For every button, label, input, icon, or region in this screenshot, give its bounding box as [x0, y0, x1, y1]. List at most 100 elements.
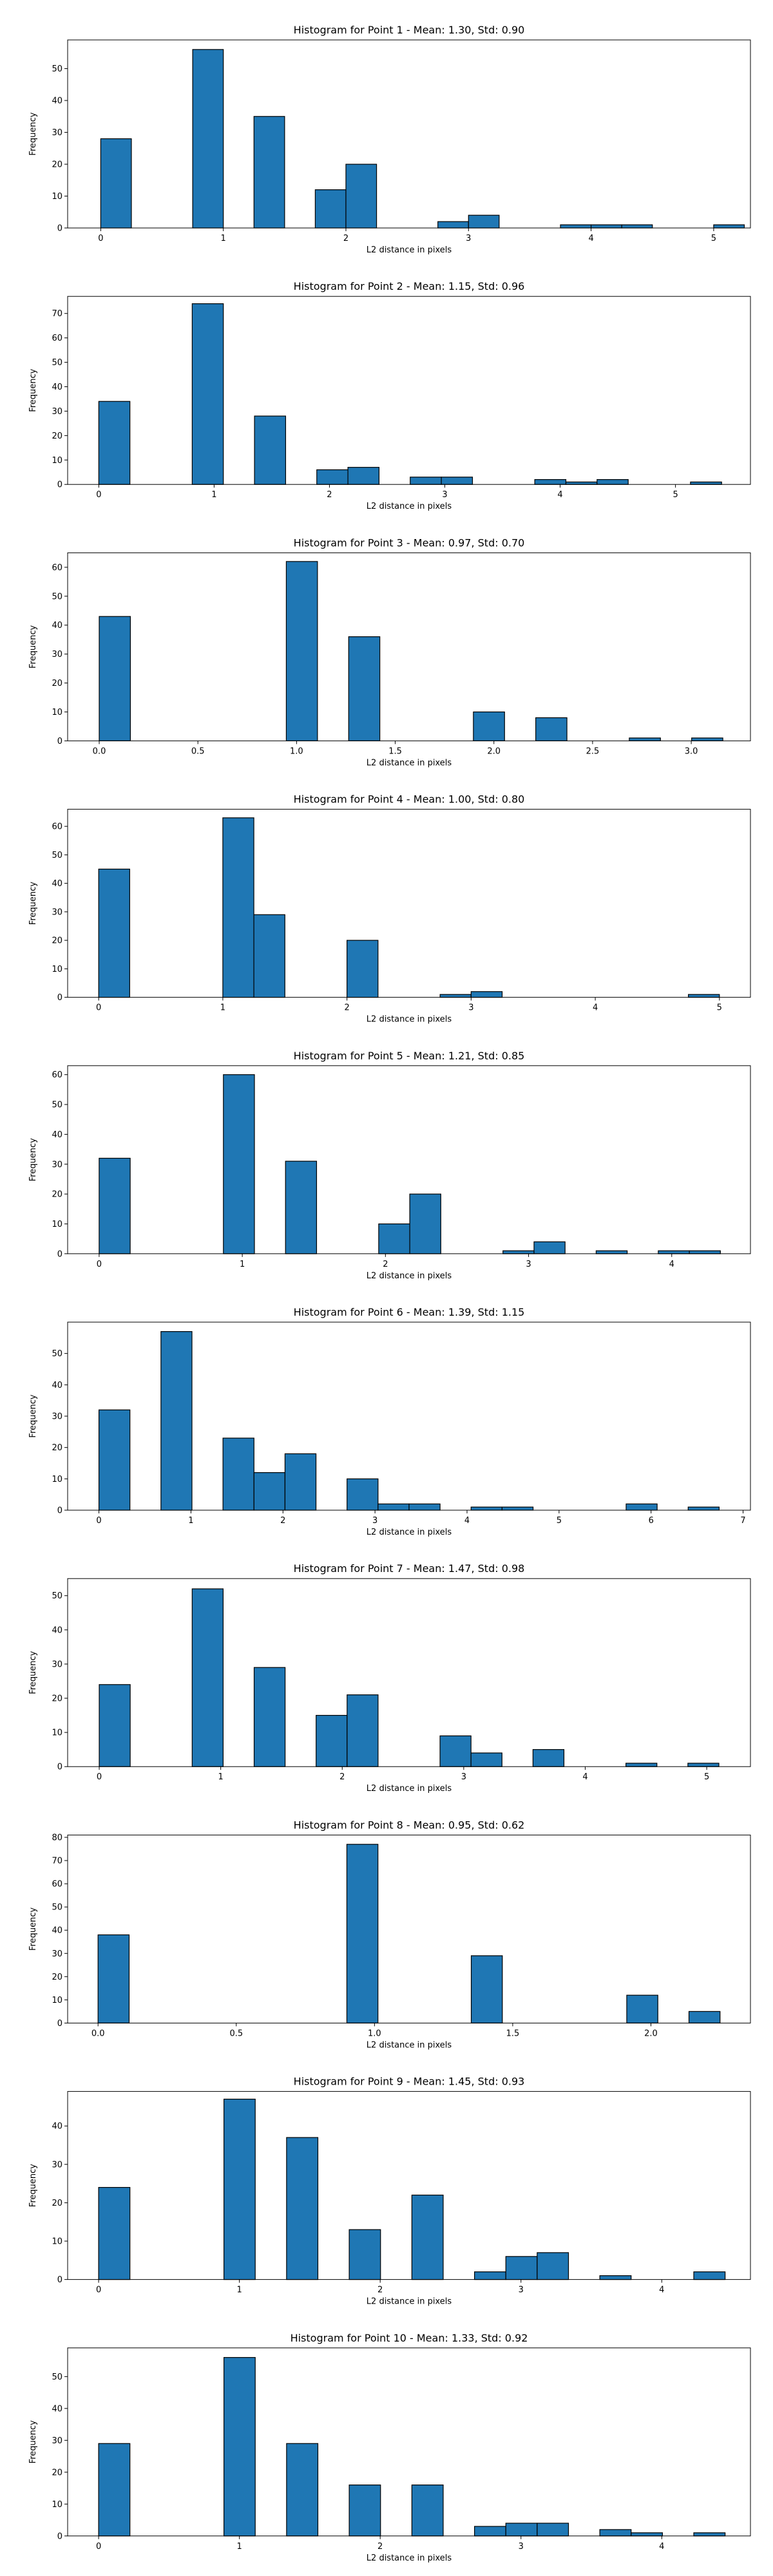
x-tick-label: 2 — [377, 2286, 383, 2295]
histogram-bar — [470, 1506, 503, 1511]
x-tick-label: 0.0 — [91, 2029, 105, 2038]
chart-title: Histogram for Point 6 - Mean: 1.39, Std:… — [294, 1306, 525, 1318]
histogram-panel-5: Histogram for Point 5 - Mean: 1.21, Std:… — [28, 1050, 751, 1281]
chart-title: Histogram for Point 2 - Mean: 1.15, Std:… — [294, 280, 525, 292]
histogram-bar — [468, 214, 500, 229]
histogram-panel-1: Histogram for Point 1 - Mean: 1.30, Std:… — [28, 24, 751, 255]
y-axis-label: Frequency — [28, 368, 38, 412]
histogram-bar — [284, 1453, 317, 1511]
histogram-panel-7: Histogram for Point 7 - Mean: 1.47, Std:… — [28, 1562, 751, 1794]
y-tick-label: 80 — [52, 1833, 62, 1843]
histogram-bar — [314, 189, 347, 229]
histogram-bar — [253, 1472, 286, 1511]
x-tick-label: 5 — [557, 1516, 562, 1526]
histogram-bar — [631, 2532, 663, 2537]
y-tick-label: 0 — [57, 2275, 62, 2285]
x-tick-label: 0 — [98, 234, 103, 243]
histogram-bar — [191, 303, 224, 485]
chart-title: Histogram for Point 4 - Mean: 1.00, Std:… — [294, 793, 525, 806]
y-tick-label: 40 — [52, 1381, 62, 1390]
y-tick-label: 0 — [57, 2532, 62, 2541]
y-axis-label: Frequency — [28, 1138, 38, 1181]
y-tick-label: 40 — [52, 1130, 62, 1140]
x-tick-label: 5 — [704, 1772, 709, 1782]
histogram-bar — [99, 1684, 131, 1767]
y-tick-label: 60 — [52, 1880, 62, 1889]
x-tick-label: 1.5 — [506, 2029, 520, 2038]
x-tick-label: 2 — [377, 2542, 383, 2552]
y-tick-label: 10 — [52, 708, 62, 717]
histogram-bar — [223, 1074, 255, 1255]
x-tick-label: 5 — [717, 1003, 722, 1013]
y-tick-label: 40 — [52, 1926, 62, 1936]
y-tick-label: 10 — [52, 1996, 62, 2005]
y-tick-label: 0 — [57, 1249, 62, 1259]
y-tick-label: 30 — [52, 2436, 62, 2446]
y-tick-label: 30 — [52, 1412, 62, 1422]
histogram-bar — [99, 616, 131, 742]
y-tick-label: 0 — [57, 224, 62, 234]
histogram-bar — [285, 561, 318, 742]
histogram-bar — [347, 1478, 379, 1511]
x-tick-label: 0 — [96, 2542, 101, 2552]
histogram-bar — [98, 868, 130, 998]
histogram-bar — [713, 224, 745, 229]
x-tick-label: 0.0 — [93, 746, 106, 756]
x-tick-label: 1 — [236, 2542, 242, 2552]
x-tick-label: 0.5 — [191, 746, 205, 756]
histogram-bar — [502, 1250, 535, 1255]
y-tick-label: 30 — [52, 650, 62, 659]
histogram-bar — [223, 2357, 256, 2537]
y-tick-label: 40 — [52, 2404, 62, 2414]
y-tick-label: 40 — [52, 97, 62, 106]
chart-title: Histogram for Point 9 - Mean: 1.45, Std:… — [294, 2076, 525, 2088]
y-tick-label: 20 — [52, 2468, 62, 2477]
histogram-bar — [693, 2271, 726, 2280]
histogram-bar — [687, 1763, 720, 1767]
y-tick-label: 60 — [52, 822, 62, 832]
axes-frame — [67, 1578, 751, 1767]
chart-title: Histogram for Point 3 - Mean: 0.97, Std:… — [294, 536, 525, 549]
y-axis-label: Frequency — [28, 2164, 38, 2207]
y-tick-label: 10 — [52, 1475, 62, 1484]
x-axis-label: L2 distance in pixels — [367, 245, 452, 255]
histogram-bar — [348, 636, 381, 742]
x-tick-label: 4 — [582, 1772, 587, 1782]
axes-frame — [67, 552, 751, 741]
x-axis-label: L2 distance in pixels — [367, 2040, 452, 2050]
histogram-bar — [377, 1503, 410, 1511]
y-tick-label: 10 — [52, 456, 62, 466]
histogram-bar — [690, 481, 722, 485]
y-tick-label: 40 — [52, 879, 62, 889]
histogram-bar — [411, 2194, 444, 2280]
histogram-panel-2: Histogram for Point 2 - Mean: 1.15, Std:… — [28, 280, 751, 511]
x-tick-label: 3 — [372, 1516, 377, 1526]
histogram-bar — [470, 1752, 502, 1767]
x-tick-label: 1.0 — [290, 746, 303, 756]
y-axis-label: Frequency — [28, 882, 38, 925]
x-tick-label: 7 — [740, 1516, 745, 1526]
x-tick-label: 1 — [218, 1772, 224, 1782]
y-tick-label: 30 — [52, 2160, 62, 2170]
y-tick-label: 20 — [52, 2199, 62, 2208]
x-tick-label: 3 — [519, 2286, 524, 2295]
x-tick-label: 1.0 — [368, 2029, 381, 2038]
histogram-bar — [505, 2256, 538, 2280]
x-tick-label: 5 — [711, 234, 716, 243]
histogram-bar — [441, 477, 473, 485]
x-tick-label: 1 — [240, 1260, 245, 1269]
y-tick-label: 0 — [57, 737, 62, 746]
histogram-panel-6: Histogram for Point 6 - Mean: 1.39, Std:… — [28, 1306, 751, 1537]
y-tick-label: 50 — [52, 1349, 62, 1359]
x-tick-label: 2 — [327, 490, 332, 500]
histogram-bar — [222, 817, 254, 998]
y-tick-label: 10 — [52, 1220, 62, 1229]
axes-frame — [67, 809, 751, 998]
histogram-bar — [348, 2229, 381, 2280]
histogram-bar — [160, 1331, 193, 1511]
y-axis-label: Frequency — [28, 1394, 38, 1437]
histogram-bar — [565, 481, 598, 485]
histogram-bar — [285, 1160, 318, 1255]
y-tick-label: 0 — [57, 480, 62, 490]
y-tick-label: 20 — [52, 1694, 62, 1704]
